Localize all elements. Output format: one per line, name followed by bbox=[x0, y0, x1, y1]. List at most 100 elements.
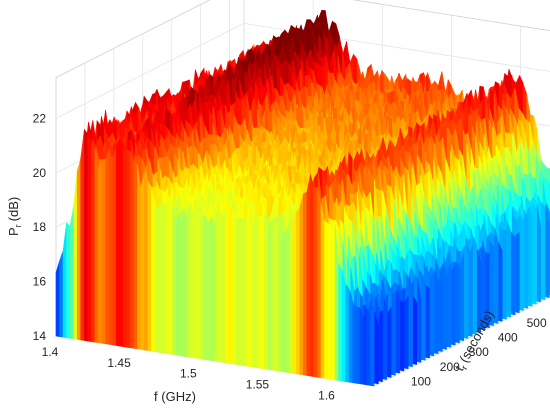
surface-cell bbox=[370, 305, 375, 387]
surface-cell bbox=[429, 271, 435, 357]
x-tick-label: 1.4 bbox=[42, 345, 59, 359]
surface-cell bbox=[214, 204, 219, 362]
surface-cell bbox=[84, 128, 89, 342]
surface-cell bbox=[395, 289, 400, 374]
surface-cell bbox=[302, 191, 308, 376]
surface-cell bbox=[94, 148, 99, 344]
surface-cell bbox=[502, 228, 507, 320]
surface-cell bbox=[129, 151, 134, 349]
surface-cell bbox=[498, 242, 503, 322]
z-axis-label: Pr (dB) bbox=[6, 197, 23, 236]
surface-cell bbox=[288, 217, 294, 374]
surface-cell bbox=[73, 171, 78, 340]
surface-cell bbox=[225, 205, 230, 364]
surface-cell bbox=[476, 250, 482, 333]
surface-cell bbox=[417, 279, 422, 363]
z-tick-label: 14 bbox=[33, 329, 47, 343]
z-axis-label-symbol: P bbox=[6, 227, 21, 236]
surface-cell bbox=[447, 263, 452, 348]
surface-cell bbox=[541, 202, 546, 300]
y-tick-label: 300 bbox=[469, 345, 489, 359]
surface-cell bbox=[80, 129, 85, 341]
surface-cell bbox=[468, 248, 473, 337]
surface-cell bbox=[154, 201, 159, 353]
surface-cell bbox=[112, 146, 117, 346]
surface-cell bbox=[55, 261, 60, 337]
surface-cell bbox=[253, 216, 258, 369]
surface-cell bbox=[387, 306, 392, 378]
surface-cell bbox=[115, 138, 120, 347]
surface-cell bbox=[366, 310, 371, 386]
surface-cell bbox=[338, 263, 343, 382]
surface-cell bbox=[204, 215, 209, 361]
surface-cell bbox=[310, 174, 315, 377]
x-tick-label: 1.45 bbox=[107, 356, 131, 370]
surface-cell bbox=[122, 146, 127, 348]
surface-cell bbox=[126, 148, 131, 349]
z-axis-label-subscript: r bbox=[13, 224, 23, 227]
surface-cell bbox=[355, 306, 361, 385]
z-tick-label: 16 bbox=[33, 275, 47, 289]
surface-cell bbox=[545, 206, 550, 298]
surface-cell bbox=[175, 216, 180, 356]
box-edge bbox=[55, 0, 211, 78]
z-tick-label: 18 bbox=[33, 220, 47, 234]
surface-cell bbox=[186, 205, 191, 358]
surface-cell bbox=[472, 242, 477, 335]
surface-cell bbox=[317, 187, 322, 379]
surface-cell bbox=[137, 163, 142, 350]
surface-cell bbox=[239, 217, 244, 366]
y-tick-label: 400 bbox=[498, 331, 518, 345]
box-edge bbox=[352, 0, 550, 32]
surface-cell bbox=[528, 207, 533, 307]
surface-cell bbox=[331, 224, 336, 381]
surface-cell bbox=[133, 160, 138, 350]
surface-mesh bbox=[55, 9, 550, 387]
surface-cell bbox=[228, 205, 233, 365]
surface-cell bbox=[278, 224, 283, 372]
surface-cell bbox=[250, 209, 255, 368]
surface-cell bbox=[264, 213, 269, 370]
surface-cell bbox=[193, 204, 198, 359]
surface-cell bbox=[105, 150, 110, 345]
surface-cell bbox=[434, 271, 439, 354]
x-tick-label: 1.55 bbox=[246, 378, 270, 392]
surface-cell bbox=[327, 223, 332, 380]
surface-cell bbox=[211, 216, 216, 362]
surface-cell bbox=[455, 261, 460, 344]
surface-cell bbox=[459, 253, 465, 342]
surface-cell bbox=[281, 230, 287, 373]
surface-cell bbox=[494, 235, 499, 324]
surface-cell bbox=[485, 252, 490, 329]
surface-cell bbox=[232, 206, 237, 365]
surface-cell bbox=[378, 310, 383, 383]
surface-cell bbox=[519, 213, 524, 311]
surface-cell bbox=[345, 285, 350, 383]
y-tick-label: 200 bbox=[440, 360, 460, 374]
surface-cell bbox=[267, 226, 272, 371]
surface-cell bbox=[207, 215, 212, 361]
z-tick-label: 22 bbox=[33, 111, 47, 125]
surface-cell bbox=[408, 280, 413, 367]
surface-cell bbox=[274, 221, 279, 372]
surface-cell bbox=[98, 161, 103, 344]
z-tick-label: 20 bbox=[33, 166, 47, 180]
surface-cell bbox=[91, 142, 96, 343]
surface-cell bbox=[299, 193, 304, 376]
surface-cell bbox=[221, 207, 226, 364]
surface-cell bbox=[158, 200, 163, 354]
surface-cell bbox=[151, 189, 156, 352]
surface-cell bbox=[324, 220, 329, 380]
y-tick-label: 500 bbox=[527, 316, 547, 330]
surface-cell bbox=[295, 207, 301, 375]
surface-cell bbox=[144, 172, 149, 351]
y-tick-label: 100 bbox=[411, 374, 431, 388]
surface-cell bbox=[235, 217, 240, 366]
surface-cell bbox=[306, 174, 311, 377]
surface-cell bbox=[481, 246, 486, 331]
surface-cell bbox=[341, 270, 347, 382]
surface-cell bbox=[404, 295, 409, 370]
surface-cell bbox=[320, 203, 325, 379]
surface-cell bbox=[168, 195, 173, 355]
